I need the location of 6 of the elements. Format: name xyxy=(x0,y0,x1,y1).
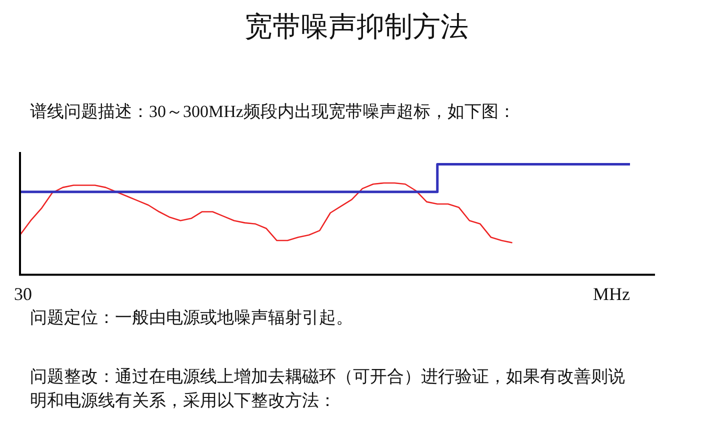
text: 问题整改：通过在电源线上增加去耦磁环（可开合）进行验证，如果有改善则说明和电源线有关系，采用以下整改方法： xyxy=(30,366,626,412)
text: 谱线问题描述：30～300MHz频段内出现宽带噪声超标，如下图： xyxy=(30,101,516,123)
chart-title: 宽带噪声抑制方法 xyxy=(244,11,470,45)
text: 30 xyxy=(14,283,32,306)
text: 问题定位：一般由电源或地噪声辐射引起。 xyxy=(30,307,353,329)
x-axis-title: MHz xyxy=(593,284,630,304)
